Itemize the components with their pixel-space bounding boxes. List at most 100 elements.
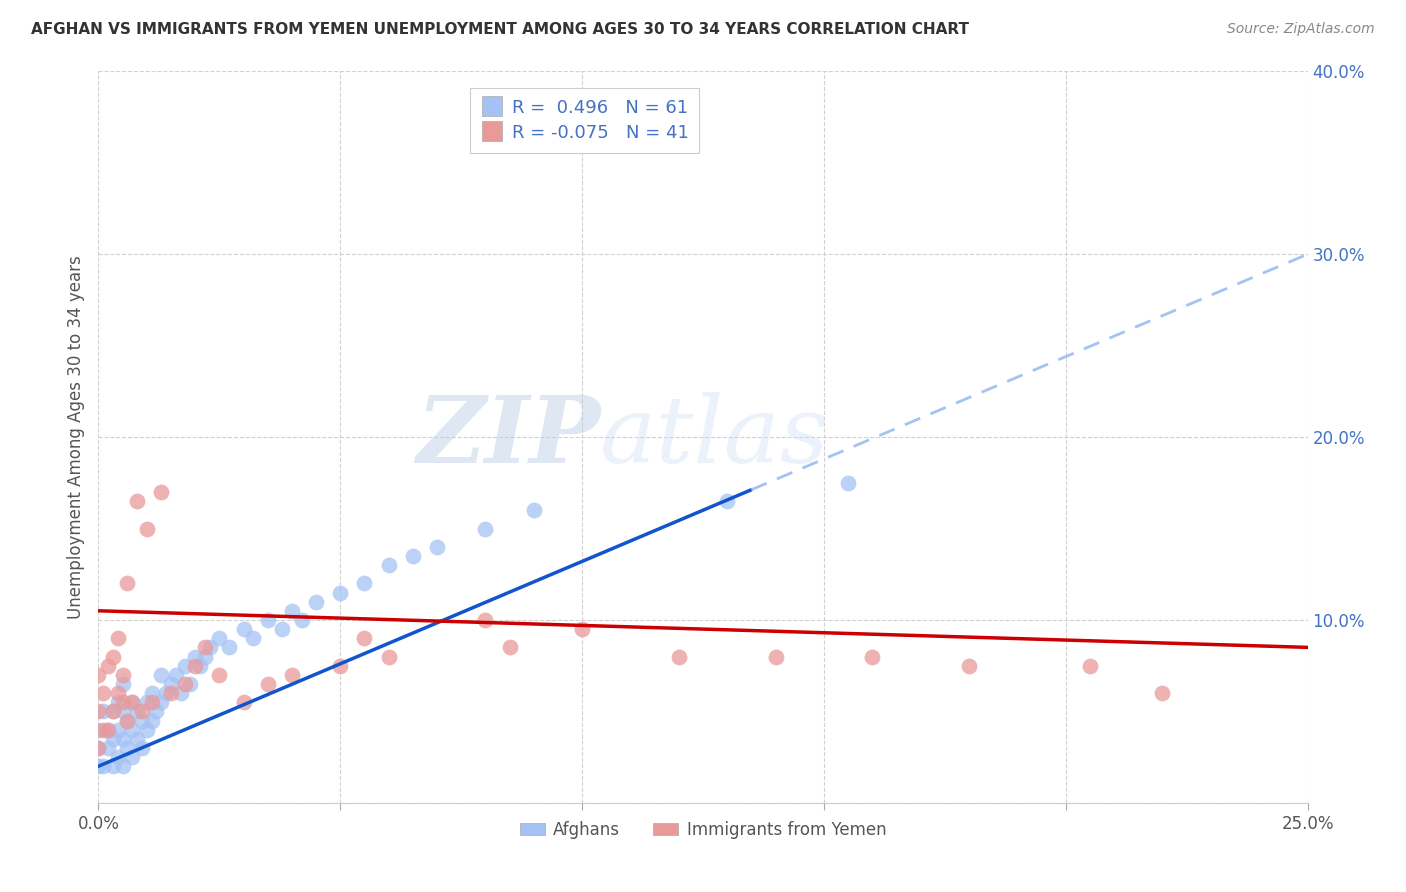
Point [329, 658, 352, 673]
Point [91, 686, 114, 700]
Point [377, 649, 399, 664]
Point [426, 540, 449, 554]
Text: AFGHAN VS IMMIGRANTS FROM YEMEN UNEMPLOYMENT AMONG AGES 30 TO 34 YEARS CORRELATI: AFGHAN VS IMMIGRANTS FROM YEMEN UNEMPLOY… [31, 22, 969, 37]
Point [135, 723, 157, 737]
Point [121, 750, 143, 764]
Point [141, 686, 163, 700]
Point [474, 521, 496, 535]
Point [87, 667, 110, 681]
Point [1078, 658, 1101, 673]
Point [131, 740, 153, 755]
Point [571, 622, 593, 636]
Text: ZIP: ZIP [416, 392, 600, 482]
Point [127, 705, 149, 719]
Point [474, 613, 496, 627]
Point [97, 723, 120, 737]
Text: Source: ZipAtlas.com: Source: ZipAtlas.com [1227, 22, 1375, 37]
Point [117, 740, 139, 755]
Point [107, 695, 129, 709]
Point [121, 695, 143, 709]
Point [107, 723, 129, 737]
Point [111, 695, 134, 709]
Point [111, 705, 134, 719]
Point [101, 649, 124, 664]
Point [184, 649, 207, 664]
Point [107, 632, 129, 646]
Point [127, 494, 149, 508]
Point [256, 677, 278, 691]
Point [91, 759, 114, 773]
Point [232, 622, 254, 636]
Point [107, 686, 129, 700]
Point [271, 622, 294, 636]
Point [1152, 686, 1174, 700]
Point [208, 667, 231, 681]
Point [131, 714, 153, 728]
Point [194, 640, 217, 655]
Point [281, 667, 304, 681]
Point [305, 594, 328, 608]
Point [91, 705, 114, 719]
Point [150, 667, 173, 681]
Point [141, 695, 163, 709]
Point [127, 731, 149, 746]
Point [165, 667, 187, 681]
Point [97, 723, 120, 737]
Point [117, 576, 139, 591]
Point [155, 686, 177, 700]
Point [117, 714, 139, 728]
Point [242, 632, 264, 646]
Point [160, 686, 183, 700]
Point [353, 576, 375, 591]
Point [329, 585, 352, 599]
Point [198, 640, 221, 655]
Point [174, 677, 197, 691]
Point [101, 705, 124, 719]
Point [232, 695, 254, 709]
Point [281, 604, 304, 618]
Point [121, 723, 143, 737]
Point [353, 632, 375, 646]
Point [169, 686, 191, 700]
Point [860, 649, 883, 664]
Point [107, 750, 129, 764]
Legend: Afghans, Immigrants from Yemen: Afghans, Immigrants from Yemen [513, 814, 893, 846]
Point [87, 740, 110, 755]
Point [111, 667, 134, 681]
Point [498, 640, 520, 655]
Text: atlas: atlas [600, 392, 830, 482]
Point [87, 740, 110, 755]
Point [135, 521, 157, 535]
Point [837, 475, 859, 490]
Point [87, 759, 110, 773]
Point [101, 731, 124, 746]
Point [179, 677, 201, 691]
Point [131, 705, 153, 719]
Point [208, 632, 231, 646]
Point [194, 649, 217, 664]
Point [111, 677, 134, 691]
Point [402, 549, 425, 563]
Point [111, 759, 134, 773]
Point [87, 723, 110, 737]
Point [111, 731, 134, 746]
Point [174, 658, 197, 673]
Point [765, 649, 787, 664]
Point [97, 658, 120, 673]
Point [290, 613, 312, 627]
Point [218, 640, 240, 655]
Y-axis label: Unemployment Among Ages 30 to 34 years: Unemployment Among Ages 30 to 34 years [66, 255, 84, 619]
Point [150, 485, 173, 500]
Point [377, 558, 399, 573]
Point [97, 740, 120, 755]
Point [716, 494, 738, 508]
Point [135, 695, 157, 709]
Point [117, 714, 139, 728]
Point [160, 677, 183, 691]
Point [91, 723, 114, 737]
Point [101, 759, 124, 773]
Point [121, 695, 143, 709]
Point [188, 658, 211, 673]
Point [184, 658, 207, 673]
Point [668, 649, 690, 664]
